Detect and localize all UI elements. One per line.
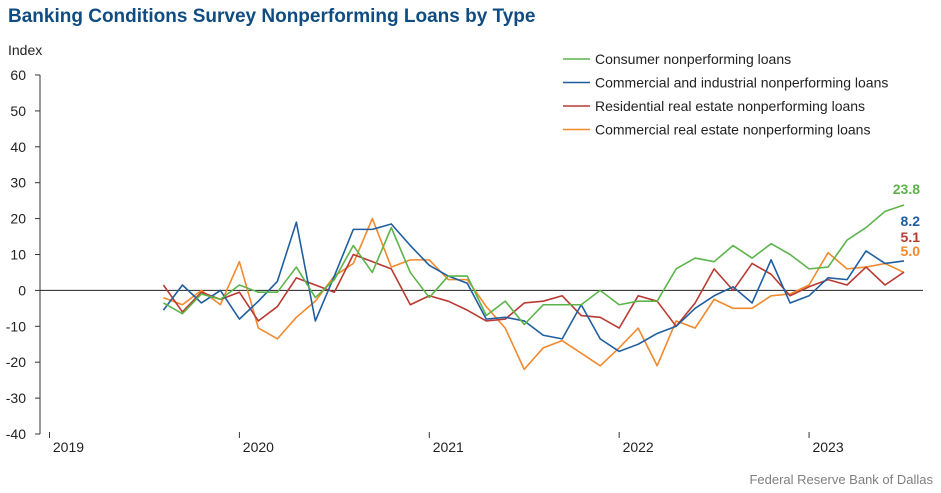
series-layer bbox=[162, 204, 905, 371]
x-axis: 2019 2020 2021 2022 2023 bbox=[48, 432, 844, 455]
legend-label: Residential real estate nonperforming lo… bbox=[595, 98, 865, 114]
series-line-2 bbox=[162, 221, 905, 353]
legend-label: Commercial real estate nonperforming loa… bbox=[595, 122, 870, 138]
end-value-label: 23.8 bbox=[893, 181, 920, 197]
y-axis-title: Index bbox=[8, 42, 42, 58]
x-tick-label: 2023 bbox=[812, 439, 843, 455]
y-tick-label: 50 bbox=[10, 103, 26, 119]
series-line-4 bbox=[163, 217, 905, 371]
series-line-1 bbox=[163, 204, 905, 326]
legend-label: Consumer nonperforming loans bbox=[595, 51, 791, 67]
y-tick-label: 30 bbox=[10, 175, 26, 191]
chart-title: Banking Conditions Survey Nonperforming … bbox=[8, 6, 536, 27]
y-tick-label: 60 bbox=[10, 67, 26, 83]
legend-label: Commercial and industrial nonperforming … bbox=[595, 75, 888, 91]
y-tick-label: -10 bbox=[6, 318, 26, 334]
y-tick-label: -20 bbox=[6, 354, 26, 370]
source-note: Federal Reserve Bank of Dallas bbox=[749, 472, 933, 487]
legend: Consumer nonperforming loans Commercial a… bbox=[563, 51, 888, 138]
x-tick-label: 2020 bbox=[243, 439, 274, 455]
y-tick-label: -40 bbox=[6, 426, 26, 442]
series-line-3 bbox=[162, 253, 905, 329]
y-tick-label: 0 bbox=[18, 282, 26, 298]
y-tick-label: 40 bbox=[10, 139, 26, 155]
x-tick-label: 2019 bbox=[53, 439, 84, 455]
y-tick-label: 10 bbox=[10, 247, 26, 263]
end-value-label: 5.0 bbox=[901, 243, 921, 259]
x-tick-label: 2022 bbox=[623, 439, 654, 455]
x-tick-label: 2021 bbox=[433, 439, 464, 455]
end-labels: 23.8 8.25.15.0 bbox=[893, 181, 920, 259]
y-tick-label: 20 bbox=[10, 211, 26, 227]
end-value-label: 5.1 bbox=[901, 229, 921, 245]
end-value-label: 8.2 bbox=[901, 213, 921, 229]
y-tick-label: -30 bbox=[6, 390, 26, 406]
